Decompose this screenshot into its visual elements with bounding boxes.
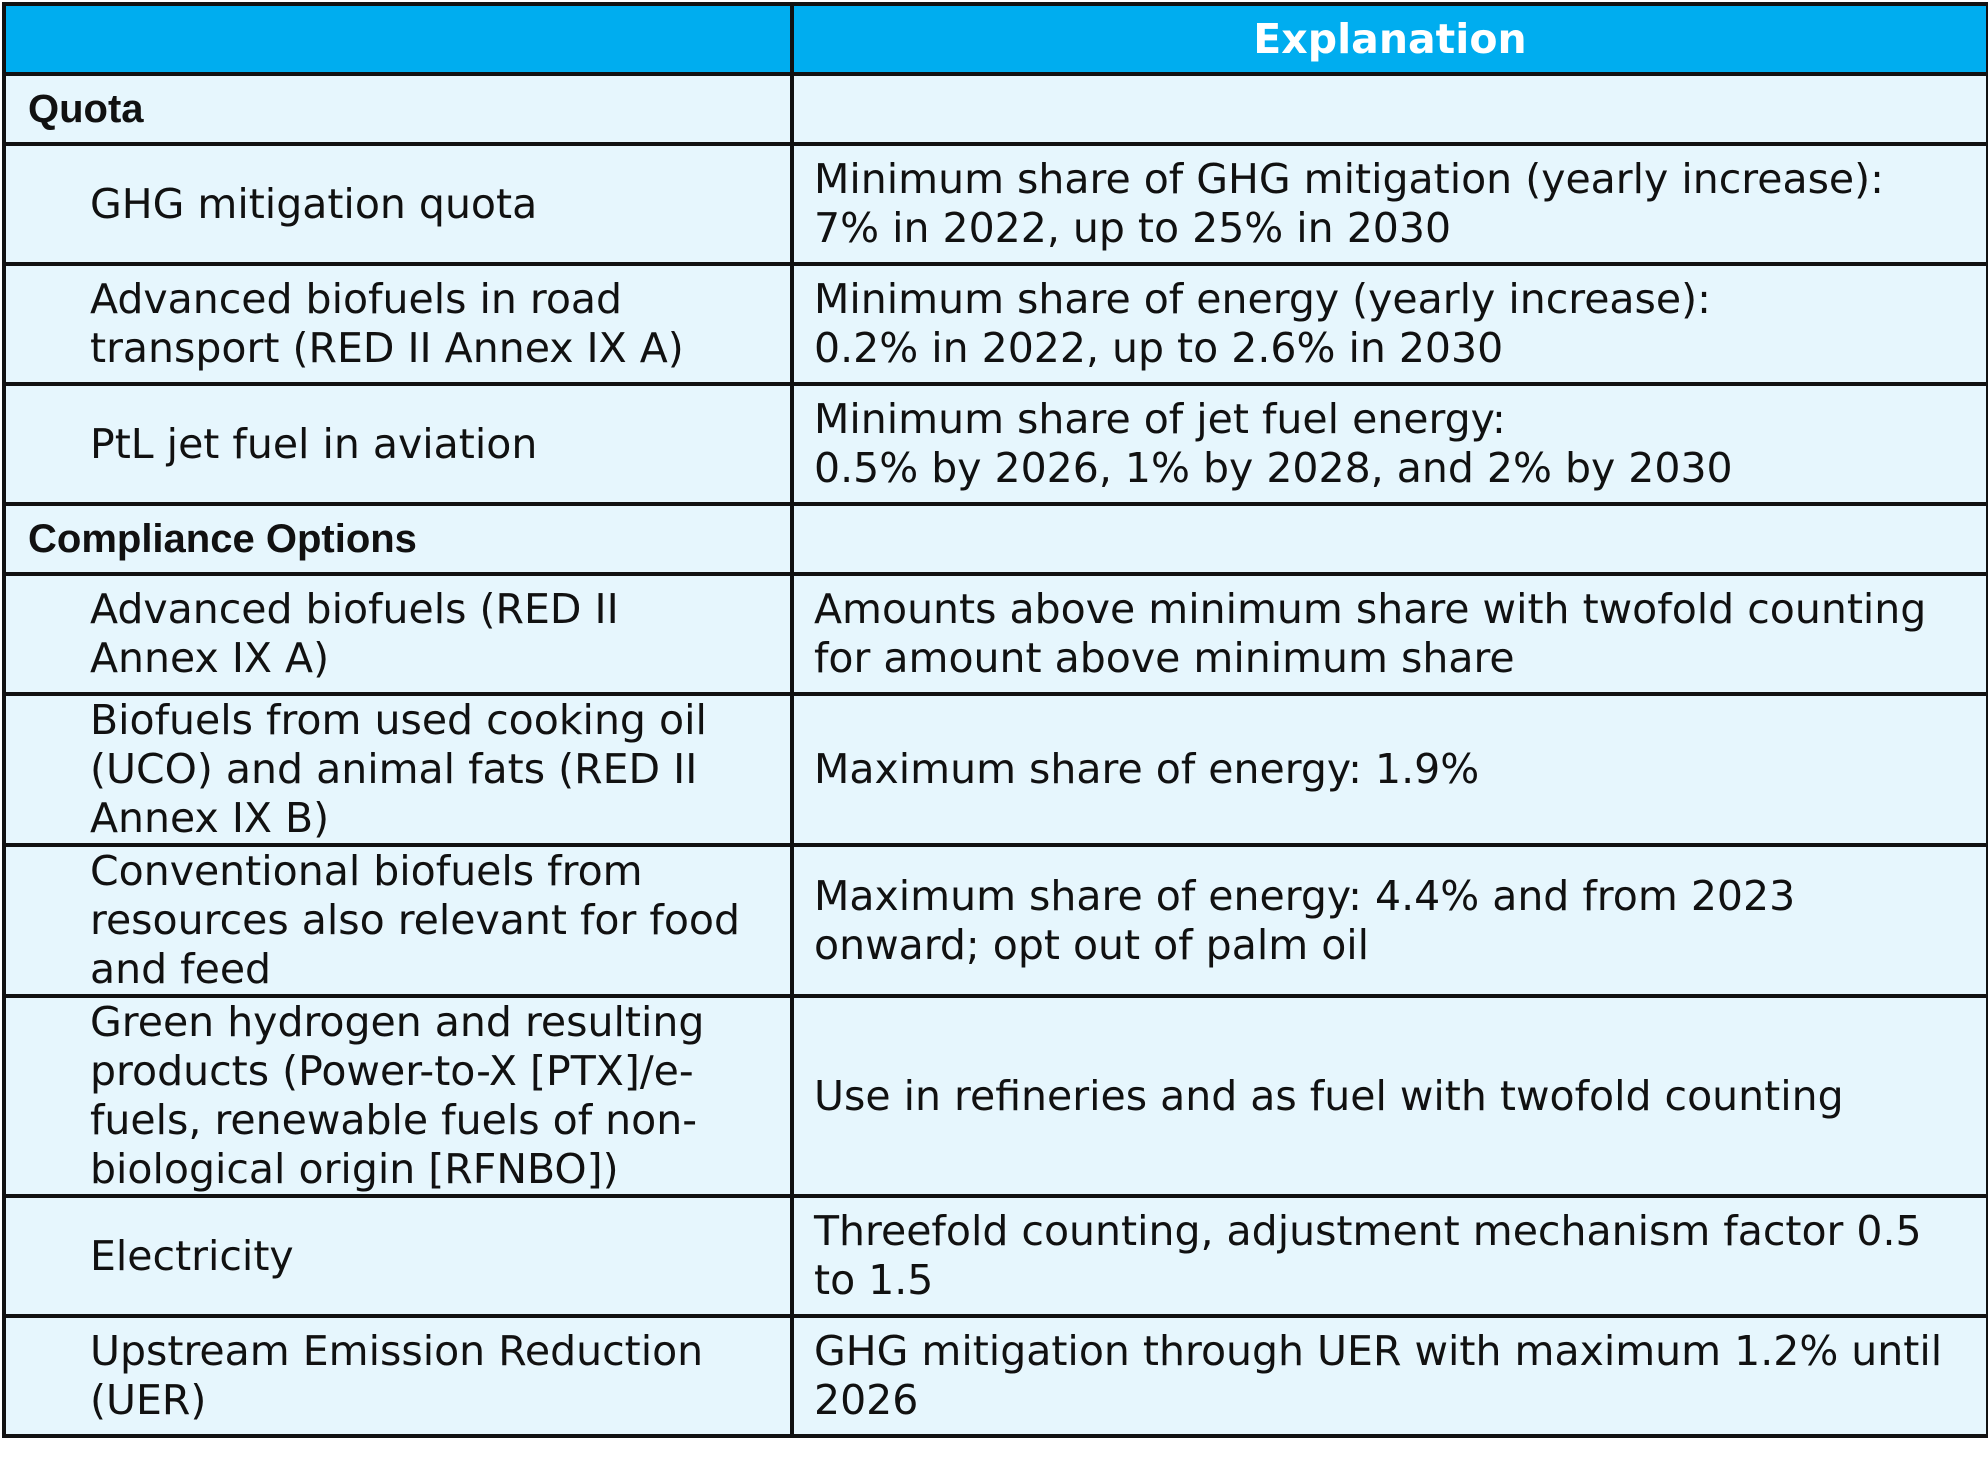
section-title: Compliance Options: [2, 502, 794, 576]
row-explanation-line: 7% in 2022, up to 25% in 2030: [814, 204, 1452, 252]
row-label-line: PtL jet fuel in aviation: [90, 419, 538, 468]
section-title: Quota: [2, 72, 794, 146]
policy-table: Explanation Quota GHG mitigation quota M…: [2, 2, 1988, 1438]
table-row: Green hydrogen and resulting products (P…: [2, 994, 1988, 1198]
row-label-line: resources also relevant for food: [90, 896, 741, 944]
row-label: Electricity: [2, 1194, 794, 1318]
row-label-line: Annex IX A): [90, 634, 330, 682]
table-row: Advanced biofuels in road transport (RED…: [2, 262, 1988, 386]
table-row: Biofuels from used cooking oil (UCO) and…: [2, 692, 1988, 847]
row-label: Advanced biofuels (RED II Annex IX A): [2, 572, 794, 696]
row-label-line: products (Power-to-X [PTX]/e-: [90, 1047, 694, 1095]
row-label-line: (UCO) and animal fats (RED II: [90, 745, 698, 793]
row-label: GHG mitigation quota: [2, 142, 794, 266]
table-header-row: Explanation: [2, 2, 1988, 76]
row-explanation-line: to 1.5: [814, 1256, 934, 1304]
header-label-cell: [2, 2, 794, 76]
table-row: PtL jet fuel in aviation Minimum share o…: [2, 382, 1988, 506]
table-row: Conventional biofuels from resources als…: [2, 843, 1988, 998]
row-label-line: (UER): [90, 1376, 207, 1424]
section-empty-cell: [790, 502, 1988, 576]
row-label-line: Advanced biofuels (RED II: [90, 585, 619, 633]
row-label-line: GHG mitigation quota: [90, 179, 538, 228]
row-explanation: Minimum share of energy (yearly increase…: [790, 262, 1988, 386]
table-row: Advanced biofuels (RED II Annex IX A) Am…: [2, 572, 1988, 696]
section-row-compliance-options: Compliance Options: [2, 502, 1988, 576]
table-row: Upstream Emission Reduction (UER) GHG mi…: [2, 1314, 1988, 1438]
row-explanation: Maximum share of energy: 4.4% and from 2…: [790, 843, 1988, 998]
row-label: Advanced biofuels in road transport (RED…: [2, 262, 794, 386]
row-label: Biofuels from used cooking oil (UCO) and…: [2, 692, 794, 847]
row-explanation: GHG mitigation through UER with maximum …: [790, 1314, 1988, 1438]
row-explanation-line: onward; opt out of palm oil: [814, 920, 1370, 969]
row-explanation-line: GHG mitigation through UER with maximum …: [814, 1327, 1943, 1375]
row-label-line: Advanced biofuels in road: [90, 275, 623, 323]
row-label: Green hydrogen and resulting products (P…: [2, 994, 794, 1198]
row-label-line: Biofuels from used cooking oil: [90, 696, 707, 744]
row-explanation: Use in refineries and as fuel with twofo…: [790, 994, 1988, 1198]
section-empty-cell: [790, 72, 1988, 146]
row-label: Conventional biofuels from resources als…: [2, 843, 794, 998]
header-explanation-cell: Explanation: [790, 2, 1988, 76]
row-label-line: biological origin [RFNBO]): [90, 1145, 619, 1193]
row-label-line: Electricity: [90, 1231, 294, 1280]
row-label-line: fuels, renewable fuels of non-: [90, 1096, 698, 1144]
row-explanation-line: Use in refineries and as fuel with twofo…: [814, 1071, 1844, 1120]
row-explanation: Threefold counting, adjustment mechanism…: [790, 1194, 1988, 1318]
row-explanation-line: 0.5% by 2026, 1% by 2028, and 2% by 2030: [814, 444, 1733, 492]
row-label-line: Green hydrogen and resulting: [90, 998, 705, 1046]
row-explanation-line: Threefold counting, adjustment mechanism…: [814, 1207, 1922, 1255]
row-explanation-line: Maximum share of energy: 4.4% and from 2…: [814, 871, 1796, 920]
row-label: Upstream Emission Reduction (UER): [2, 1314, 794, 1438]
table-row: Electricity Threefold counting, adjustme…: [2, 1194, 1988, 1318]
row-label-line: Conventional biofuels from: [90, 847, 643, 895]
row-explanation-line: Minimum share of energy (yearly increase…: [814, 275, 1711, 323]
row-explanation-line: Maximum share of energy: 1.9%: [814, 745, 1480, 793]
table-row: GHG mitigation quota Minimum share of GH…: [2, 142, 1988, 266]
row-explanation: Amounts above minimum share with twofold…: [790, 572, 1988, 696]
row-explanation: Minimum share of GHG mitigation (yearly …: [790, 142, 1988, 266]
row-label-line: Annex IX B): [90, 794, 330, 842]
row-explanation-line: 0.2% in 2022, up to 2.6% in 2030: [814, 324, 1504, 372]
row-label: PtL jet fuel in aviation: [2, 382, 794, 506]
row-explanation-line: Amounts above minimum share with twofold…: [814, 585, 1927, 633]
row-explanation-line: Minimum share of jet fuel energy:: [814, 395, 1506, 443]
row-explanation-line: Minimum share of GHG mitigation (yearly …: [814, 155, 1884, 203]
row-explanation: Minimum share of jet fuel energy: 0.5% b…: [790, 382, 1988, 506]
row-label-line: Upstream Emission Reduction: [90, 1327, 704, 1375]
row-explanation-line: 2026: [814, 1376, 919, 1424]
row-explanation-line: for amount above minimum share: [814, 634, 1515, 682]
row-label-line: and feed: [90, 945, 272, 993]
section-row-quota: Quota: [2, 72, 1988, 146]
row-label-line: transport (RED II Annex IX A): [90, 324, 684, 372]
row-explanation: Maximum share of energy: 1.9%: [790, 692, 1988, 847]
